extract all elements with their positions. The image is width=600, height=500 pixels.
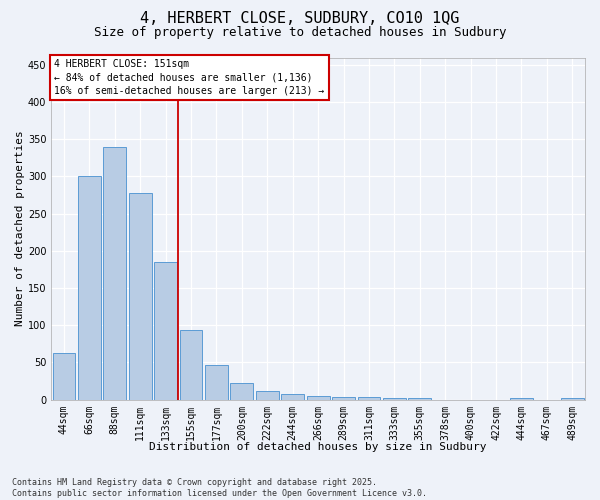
Bar [78, 176, 101, 400]
Bar [383, 398, 406, 400]
Bar [53, 353, 76, 400]
Bar [230, 382, 253, 400]
Bar [307, 396, 329, 400]
Bar [103, 146, 126, 400]
Text: 4, HERBERT CLOSE, SUDBURY, CO10 1QG: 4, HERBERT CLOSE, SUDBURY, CO10 1QG [140, 11, 460, 26]
Y-axis label: Number of detached properties: Number of detached properties [15, 130, 25, 326]
Bar [154, 262, 177, 400]
Bar [179, 330, 202, 400]
Text: 4 HERBERT CLOSE: 151sqm
← 84% of detached houses are smaller (1,136)
16% of semi: 4 HERBERT CLOSE: 151sqm ← 84% of detache… [54, 59, 324, 96]
Text: Size of property relative to detached houses in Sudbury: Size of property relative to detached ho… [94, 26, 506, 39]
Bar [129, 193, 152, 400]
X-axis label: Distribution of detached houses by size in Sudbury: Distribution of detached houses by size … [149, 442, 487, 452]
Bar [409, 398, 431, 400]
Bar [358, 396, 380, 400]
Text: Contains HM Land Registry data © Crown copyright and database right 2025.
Contai: Contains HM Land Registry data © Crown c… [12, 478, 427, 498]
Bar [561, 398, 584, 400]
Bar [205, 366, 228, 400]
Bar [510, 398, 533, 400]
Bar [281, 394, 304, 400]
Bar [256, 390, 279, 400]
Bar [332, 396, 355, 400]
